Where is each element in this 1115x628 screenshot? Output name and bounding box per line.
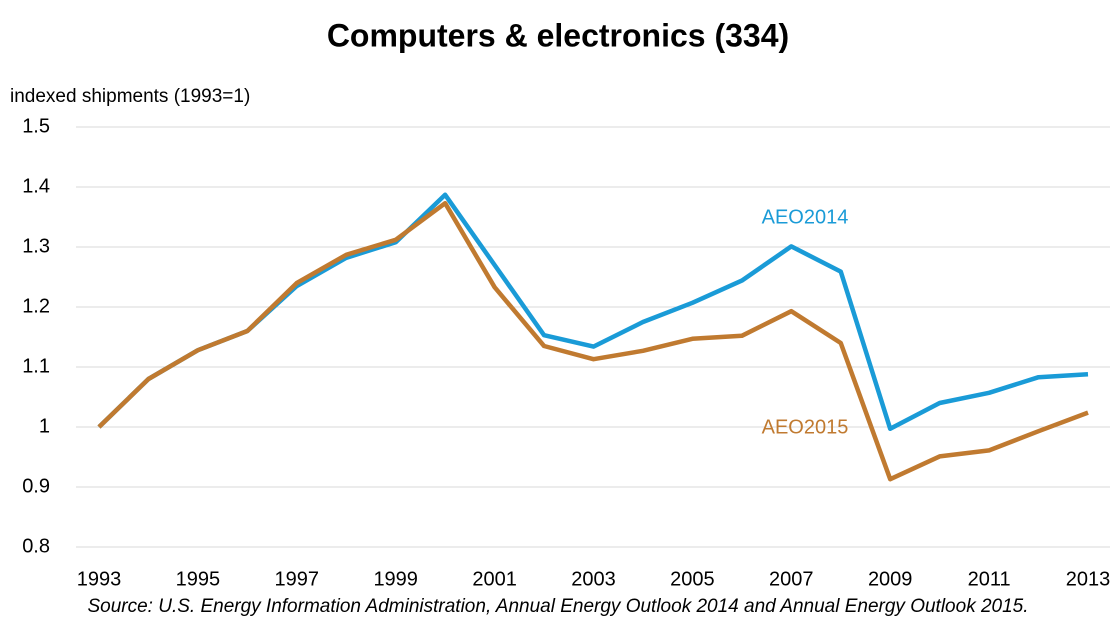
- x-tick-label: 1999: [373, 568, 418, 590]
- x-tick-label: 2009: [868, 568, 913, 590]
- series-label: AEO2014: [762, 206, 849, 228]
- series-line: [97, 200, 1089, 482]
- x-tick-label: 2013: [1066, 568, 1111, 590]
- y-tick-label: 0.9: [22, 475, 50, 497]
- y-tick-label: 1.2: [22, 295, 50, 317]
- x-tick-label: 2005: [670, 568, 715, 590]
- series-line: [97, 192, 1089, 432]
- y-tick-label: 1.1: [22, 355, 50, 377]
- x-tick-label: 1997: [275, 568, 320, 590]
- y-tick-label: 0.8: [22, 535, 50, 557]
- x-tick-label: 2011: [968, 568, 1011, 590]
- y-axis-label: indexed shipments (1993=1): [10, 86, 250, 107]
- y-tick-label: 1.5: [22, 115, 50, 137]
- source-note: Source: U.S. Energy Information Administ…: [87, 596, 1028, 617]
- x-tick-label: 1995: [176, 568, 221, 590]
- x-tick-label: 2003: [571, 568, 616, 590]
- y-tick-label: 1.4: [22, 175, 50, 197]
- y-tick-label: 1.3: [22, 235, 50, 257]
- x-tick-label: 2001: [472, 568, 517, 590]
- x-tick-label: 1993: [77, 568, 122, 590]
- x-tick-label: 2007: [769, 568, 814, 590]
- chart-title: Computers & electronics (334): [327, 17, 789, 53]
- y-tick-label: 1: [39, 415, 50, 437]
- series-label: AEO2015: [762, 416, 849, 438]
